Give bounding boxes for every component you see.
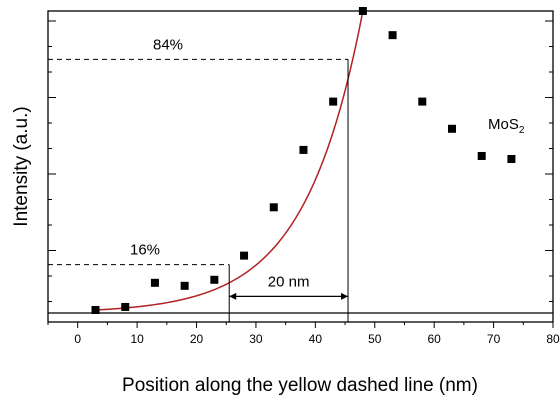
plot-frame [47, 10, 554, 323]
x-tick-label: 30 [249, 332, 263, 346]
width-label: 20 nm [268, 273, 310, 290]
data-point [240, 251, 249, 260]
x-tick-label: 50 [368, 332, 382, 346]
data-point [329, 97, 338, 106]
series-label-mos2: MoS2 [488, 116, 525, 136]
x-axis-title: Position along the yellow dashed line (n… [122, 375, 478, 396]
data-point [150, 278, 159, 287]
data-point [477, 151, 486, 160]
data-point [180, 281, 189, 290]
width-arrowhead-right [341, 292, 349, 300]
x-tick-label: 0 [74, 332, 81, 346]
data-point [299, 145, 308, 154]
data-point [269, 203, 278, 212]
label-84-percent: 84% [153, 36, 183, 53]
data-point [210, 275, 219, 284]
width-arrowhead-left [229, 292, 237, 300]
data-point [418, 97, 427, 106]
y-axis-title: Intensity (a.u.) [11, 106, 32, 226]
label-16-percent: 16% [130, 242, 160, 259]
data-point [507, 154, 516, 163]
data-point [121, 302, 130, 311]
x-tick-label: 40 [309, 332, 323, 346]
data-point [91, 305, 100, 314]
data-point [358, 7, 367, 15]
x-tick-label: 70 [487, 332, 501, 346]
data-point [388, 31, 397, 40]
data-point [448, 124, 456, 133]
x-tick-label: 80 [546, 332, 560, 346]
x-tick-label: 60 [427, 332, 441, 346]
x-tick-label: 10 [130, 332, 144, 346]
x-tick-label: 20 [190, 332, 204, 346]
